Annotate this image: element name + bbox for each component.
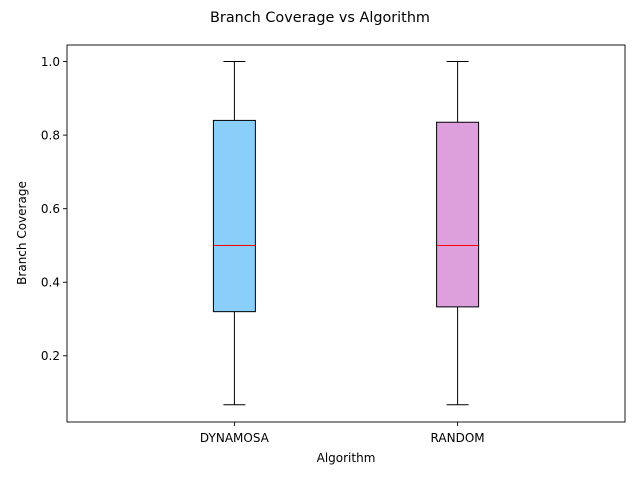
y-tick-label: 0.8 xyxy=(41,128,60,142)
y-tick-label: 0.6 xyxy=(41,202,60,216)
y-tick-label: 0.4 xyxy=(41,275,60,289)
x-axis-label: Algorithm xyxy=(317,451,376,465)
plot-frame xyxy=(66,44,626,423)
x-axis: DYNAMOSA RANDOM xyxy=(200,422,485,445)
x-tick-label: DYNAMOSA xyxy=(200,431,270,445)
x-tick-label: RANDOM xyxy=(431,431,485,445)
y-axis: 0.2 0.4 0.6 0.8 1.0 xyxy=(41,55,67,363)
box-body xyxy=(436,121,480,308)
y-axis-label: Branch Coverage xyxy=(15,181,29,285)
y-tick-label: 1.0 xyxy=(41,55,60,69)
plot-area xyxy=(212,61,480,406)
box-group xyxy=(212,61,256,406)
chart-title: Branch Coverage vs Algorithm xyxy=(210,10,430,26)
box-group xyxy=(436,61,480,406)
y-tick-label: 0.2 xyxy=(41,349,60,363)
box-body xyxy=(212,119,256,313)
